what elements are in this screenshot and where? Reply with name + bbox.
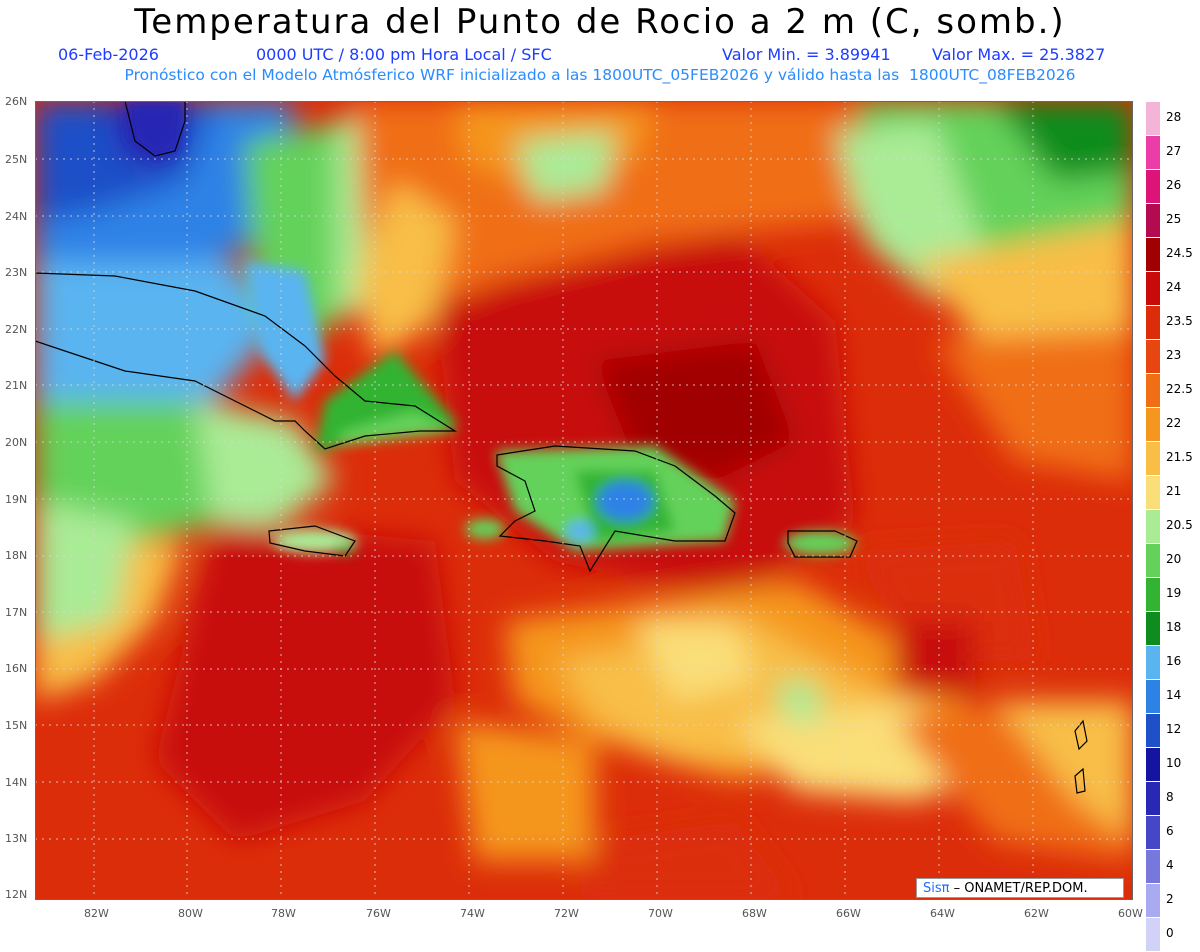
lat-label: 16N bbox=[5, 662, 28, 675]
colorbar-label: 25 bbox=[1166, 212, 1182, 226]
colorbar-swatch bbox=[1146, 442, 1160, 476]
colorbar-label: 18 bbox=[1166, 620, 1182, 634]
forecast-time: 0000 UTC / 8:00 pm Hora Local / SFC bbox=[256, 45, 552, 64]
colorbar-swatch bbox=[1146, 646, 1160, 680]
lat-label: 15N bbox=[5, 719, 28, 732]
colorbar-label: 28 bbox=[1166, 110, 1182, 124]
max-value: Valor Max. = 25.3827 bbox=[932, 45, 1106, 64]
lat-label: 23N bbox=[5, 266, 28, 279]
lon-label: 72W bbox=[554, 907, 579, 920]
lon-label: 80W bbox=[178, 907, 203, 920]
colorbar-swatch bbox=[1146, 782, 1160, 816]
lat-label: 17N bbox=[5, 606, 28, 619]
colorbar-label: 10 bbox=[1166, 756, 1182, 770]
credit-box: Sisπ – ONAMET/REP.DOM. bbox=[916, 878, 1124, 898]
colorbar-label: 22 bbox=[1166, 416, 1182, 430]
colorbar-label: 23 bbox=[1166, 348, 1182, 362]
dewpoint-map bbox=[35, 101, 1133, 900]
colorbar-swatch bbox=[1146, 272, 1160, 306]
colorbar-label: 20 bbox=[1166, 552, 1182, 566]
lat-label: 19N bbox=[5, 493, 28, 506]
colorbar-swatch bbox=[1146, 612, 1160, 646]
colorbar-label: 16 bbox=[1166, 654, 1182, 668]
colorbar-label: 22.5 bbox=[1166, 382, 1193, 396]
lat-label: 24N bbox=[5, 210, 28, 223]
lat-label: 12N bbox=[5, 888, 28, 901]
lon-label: 78W bbox=[271, 907, 296, 920]
colorbar-label: 21.5 bbox=[1166, 450, 1193, 464]
colorbar-swatch bbox=[1146, 544, 1160, 578]
colorbar-swatch bbox=[1146, 816, 1160, 850]
lat-label: 22N bbox=[5, 323, 28, 336]
lon-label: 82W bbox=[84, 907, 109, 920]
colorbar-swatch bbox=[1146, 748, 1160, 782]
colorbar-swatch bbox=[1146, 238, 1160, 272]
colorbar-label: 6 bbox=[1166, 824, 1174, 838]
colorbar-label: 23.5 bbox=[1166, 314, 1193, 328]
colorbar-label: 24.5 bbox=[1166, 246, 1193, 260]
lat-label: 18N bbox=[5, 549, 28, 562]
lon-label: 76W bbox=[366, 907, 391, 920]
colorbar-swatch bbox=[1146, 408, 1160, 442]
lon-label: 62W bbox=[1024, 907, 1049, 920]
colorbar bbox=[1146, 102, 1160, 952]
colorbar-swatch bbox=[1146, 510, 1160, 544]
colorbar-swatch bbox=[1146, 374, 1160, 408]
colorbar-swatch bbox=[1146, 306, 1160, 340]
colorbar-swatch bbox=[1146, 680, 1160, 714]
min-value: Valor Min. = 3.89941 bbox=[722, 45, 891, 64]
colorbar-swatch bbox=[1146, 136, 1160, 170]
colorbar-swatch bbox=[1146, 204, 1160, 238]
colorbar-label: 4 bbox=[1166, 858, 1174, 872]
lon-label: 74W bbox=[460, 907, 485, 920]
colorbar-swatch bbox=[1146, 578, 1160, 612]
map-title: Temperatura del Punto de Rocio a 2 m (C,… bbox=[134, 2, 1066, 42]
lat-label: 21N bbox=[5, 379, 28, 392]
lat-label: 14N bbox=[5, 776, 28, 789]
colorbar-label: 27 bbox=[1166, 144, 1182, 158]
lon-label: 66W bbox=[836, 907, 861, 920]
colorbar-label: 19 bbox=[1166, 586, 1182, 600]
model-info: Pronóstico con el Modelo Atmósferico WRF… bbox=[124, 66, 1076, 84]
colorbar-label: 26 bbox=[1166, 178, 1182, 192]
colorbar-label: 2 bbox=[1166, 892, 1174, 906]
forecast-date: 06-Feb-2026 bbox=[58, 45, 159, 64]
colorbar-swatch bbox=[1146, 850, 1160, 884]
lon-label: 64W bbox=[930, 907, 955, 920]
colorbar-swatch bbox=[1146, 476, 1160, 510]
lon-label: 68W bbox=[742, 907, 767, 920]
colorbar-label: 20.5 bbox=[1166, 518, 1193, 532]
lat-label: 20N bbox=[5, 436, 28, 449]
colorbar-swatch bbox=[1146, 918, 1160, 952]
colorbar-label: 0 bbox=[1166, 926, 1174, 940]
colorbar-swatch bbox=[1146, 170, 1160, 204]
lat-label: 13N bbox=[5, 832, 28, 845]
colorbar-label: 21 bbox=[1166, 484, 1182, 498]
colorbar-swatch bbox=[1146, 714, 1160, 748]
colorbar-label: 8 bbox=[1166, 790, 1174, 804]
lat-label: 25N bbox=[5, 153, 28, 166]
colorbar-swatch bbox=[1146, 340, 1160, 374]
colorbar-swatch bbox=[1146, 102, 1160, 136]
sis-logo-text: Sisπ bbox=[923, 881, 950, 896]
credit-text: – ONAMET/REP.DOM. bbox=[953, 881, 1088, 896]
colorbar-swatch bbox=[1146, 884, 1160, 918]
lon-label: 70W bbox=[648, 907, 673, 920]
colorbar-label: 24 bbox=[1166, 280, 1182, 294]
lon-label: 60W bbox=[1118, 907, 1143, 920]
colorbar-label: 12 bbox=[1166, 722, 1182, 736]
lat-label: 26N bbox=[5, 95, 28, 108]
colorbar-label: 14 bbox=[1166, 688, 1182, 702]
